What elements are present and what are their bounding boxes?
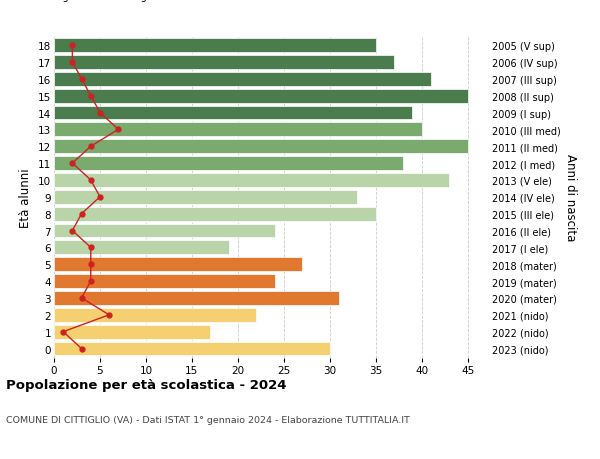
Bar bbox=[54, 325, 210, 339]
Bar bbox=[54, 157, 403, 171]
Bar bbox=[54, 274, 275, 288]
Bar bbox=[54, 190, 358, 204]
Bar bbox=[54, 342, 330, 356]
Bar bbox=[54, 56, 394, 70]
Y-axis label: Età alunni: Età alunni bbox=[19, 168, 32, 227]
Bar bbox=[54, 39, 376, 53]
Bar bbox=[54, 207, 376, 221]
Bar bbox=[54, 140, 467, 154]
Y-axis label: Anni di nascita: Anni di nascita bbox=[564, 154, 577, 241]
Bar bbox=[54, 258, 302, 272]
Bar bbox=[54, 241, 229, 255]
Bar bbox=[54, 90, 467, 103]
Bar bbox=[54, 174, 449, 187]
Bar bbox=[54, 106, 412, 120]
Text: COMUNE DI CITTIGLIO (VA) - Dati ISTAT 1° gennaio 2024 - Elaborazione TUTTITALIA.: COMUNE DI CITTIGLIO (VA) - Dati ISTAT 1°… bbox=[6, 415, 410, 425]
Text: Popolazione per età scolastica - 2024: Popolazione per età scolastica - 2024 bbox=[6, 379, 287, 392]
Bar bbox=[54, 73, 431, 86]
Legend: Sec. II grado, Sec. I grado, Scuola Primaria, Scuola Infanzia, Asilo Nido, Stran: Sec. II grado, Sec. I grado, Scuola Prim… bbox=[15, 0, 490, 2]
Bar bbox=[54, 123, 422, 137]
Bar bbox=[54, 308, 256, 322]
Bar bbox=[54, 291, 339, 305]
Bar bbox=[54, 224, 275, 238]
